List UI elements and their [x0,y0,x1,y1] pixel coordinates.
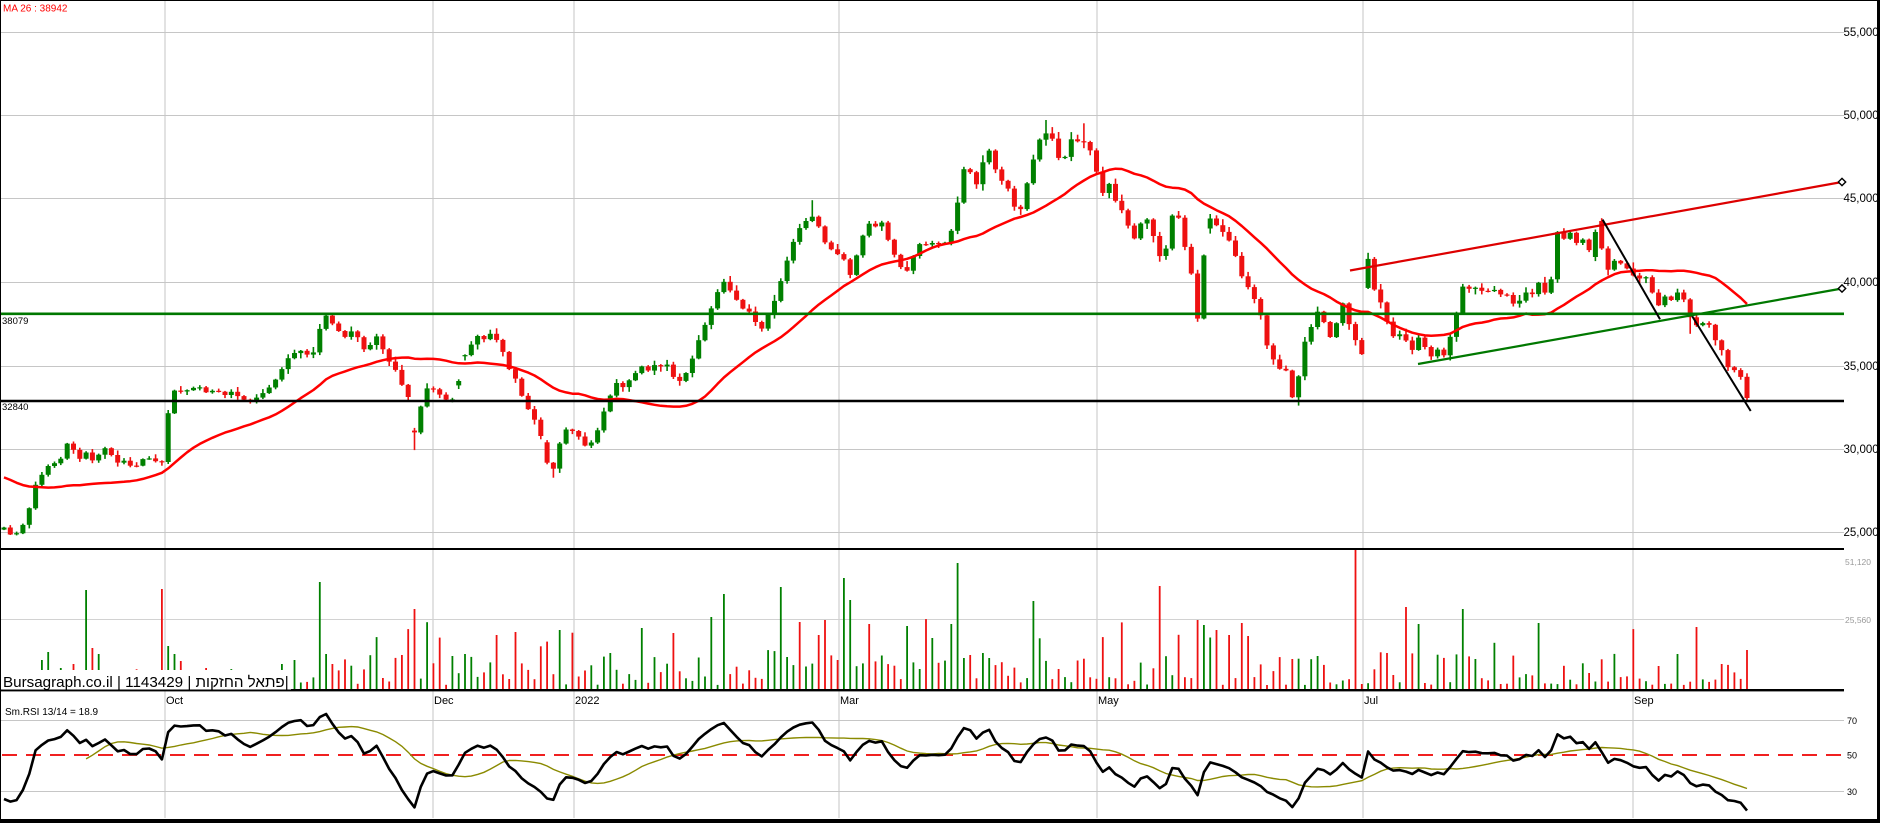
svg-text:45,000: 45,000 [1844,193,1879,205]
svg-text:38079: 38079 [2,316,28,327]
svg-text:Bursagraph.co.il | 1143429 | פ: Bursagraph.co.il | 1143429 | פתאל החזקות… [3,674,289,691]
svg-text:May: May [1098,695,1119,707]
svg-text:MA 26 : 38942: MA 26 : 38942 [3,4,68,15]
svg-text:Jul: Jul [1364,695,1378,707]
svg-text:35,000: 35,000 [1844,361,1879,373]
svg-text:40,000: 40,000 [1844,277,1879,289]
svg-text:Dec: Dec [434,695,454,707]
svg-text:70: 70 [1847,716,1857,726]
svg-text:30: 30 [1847,787,1857,797]
svg-text:32840: 32840 [2,402,28,413]
svg-text:25,560: 25,560 [1845,615,1871,625]
svg-text:2022: 2022 [575,695,599,707]
svg-text:50: 50 [1847,751,1857,761]
svg-text:51,120: 51,120 [1845,557,1871,567]
svg-text:50,000: 50,000 [1844,110,1879,122]
svg-text:30,000: 30,000 [1844,444,1879,456]
svg-text:Mar: Mar [840,695,859,707]
svg-text:25,000: 25,000 [1844,527,1879,539]
svg-text:Oct: Oct [166,695,183,707]
svg-text:Sep: Sep [1634,695,1654,707]
svg-text:Sm.RSI 13/14 = 18.9: Sm.RSI 13/14 = 18.9 [5,707,99,718]
svg-text:55,000: 55,000 [1844,27,1879,39]
